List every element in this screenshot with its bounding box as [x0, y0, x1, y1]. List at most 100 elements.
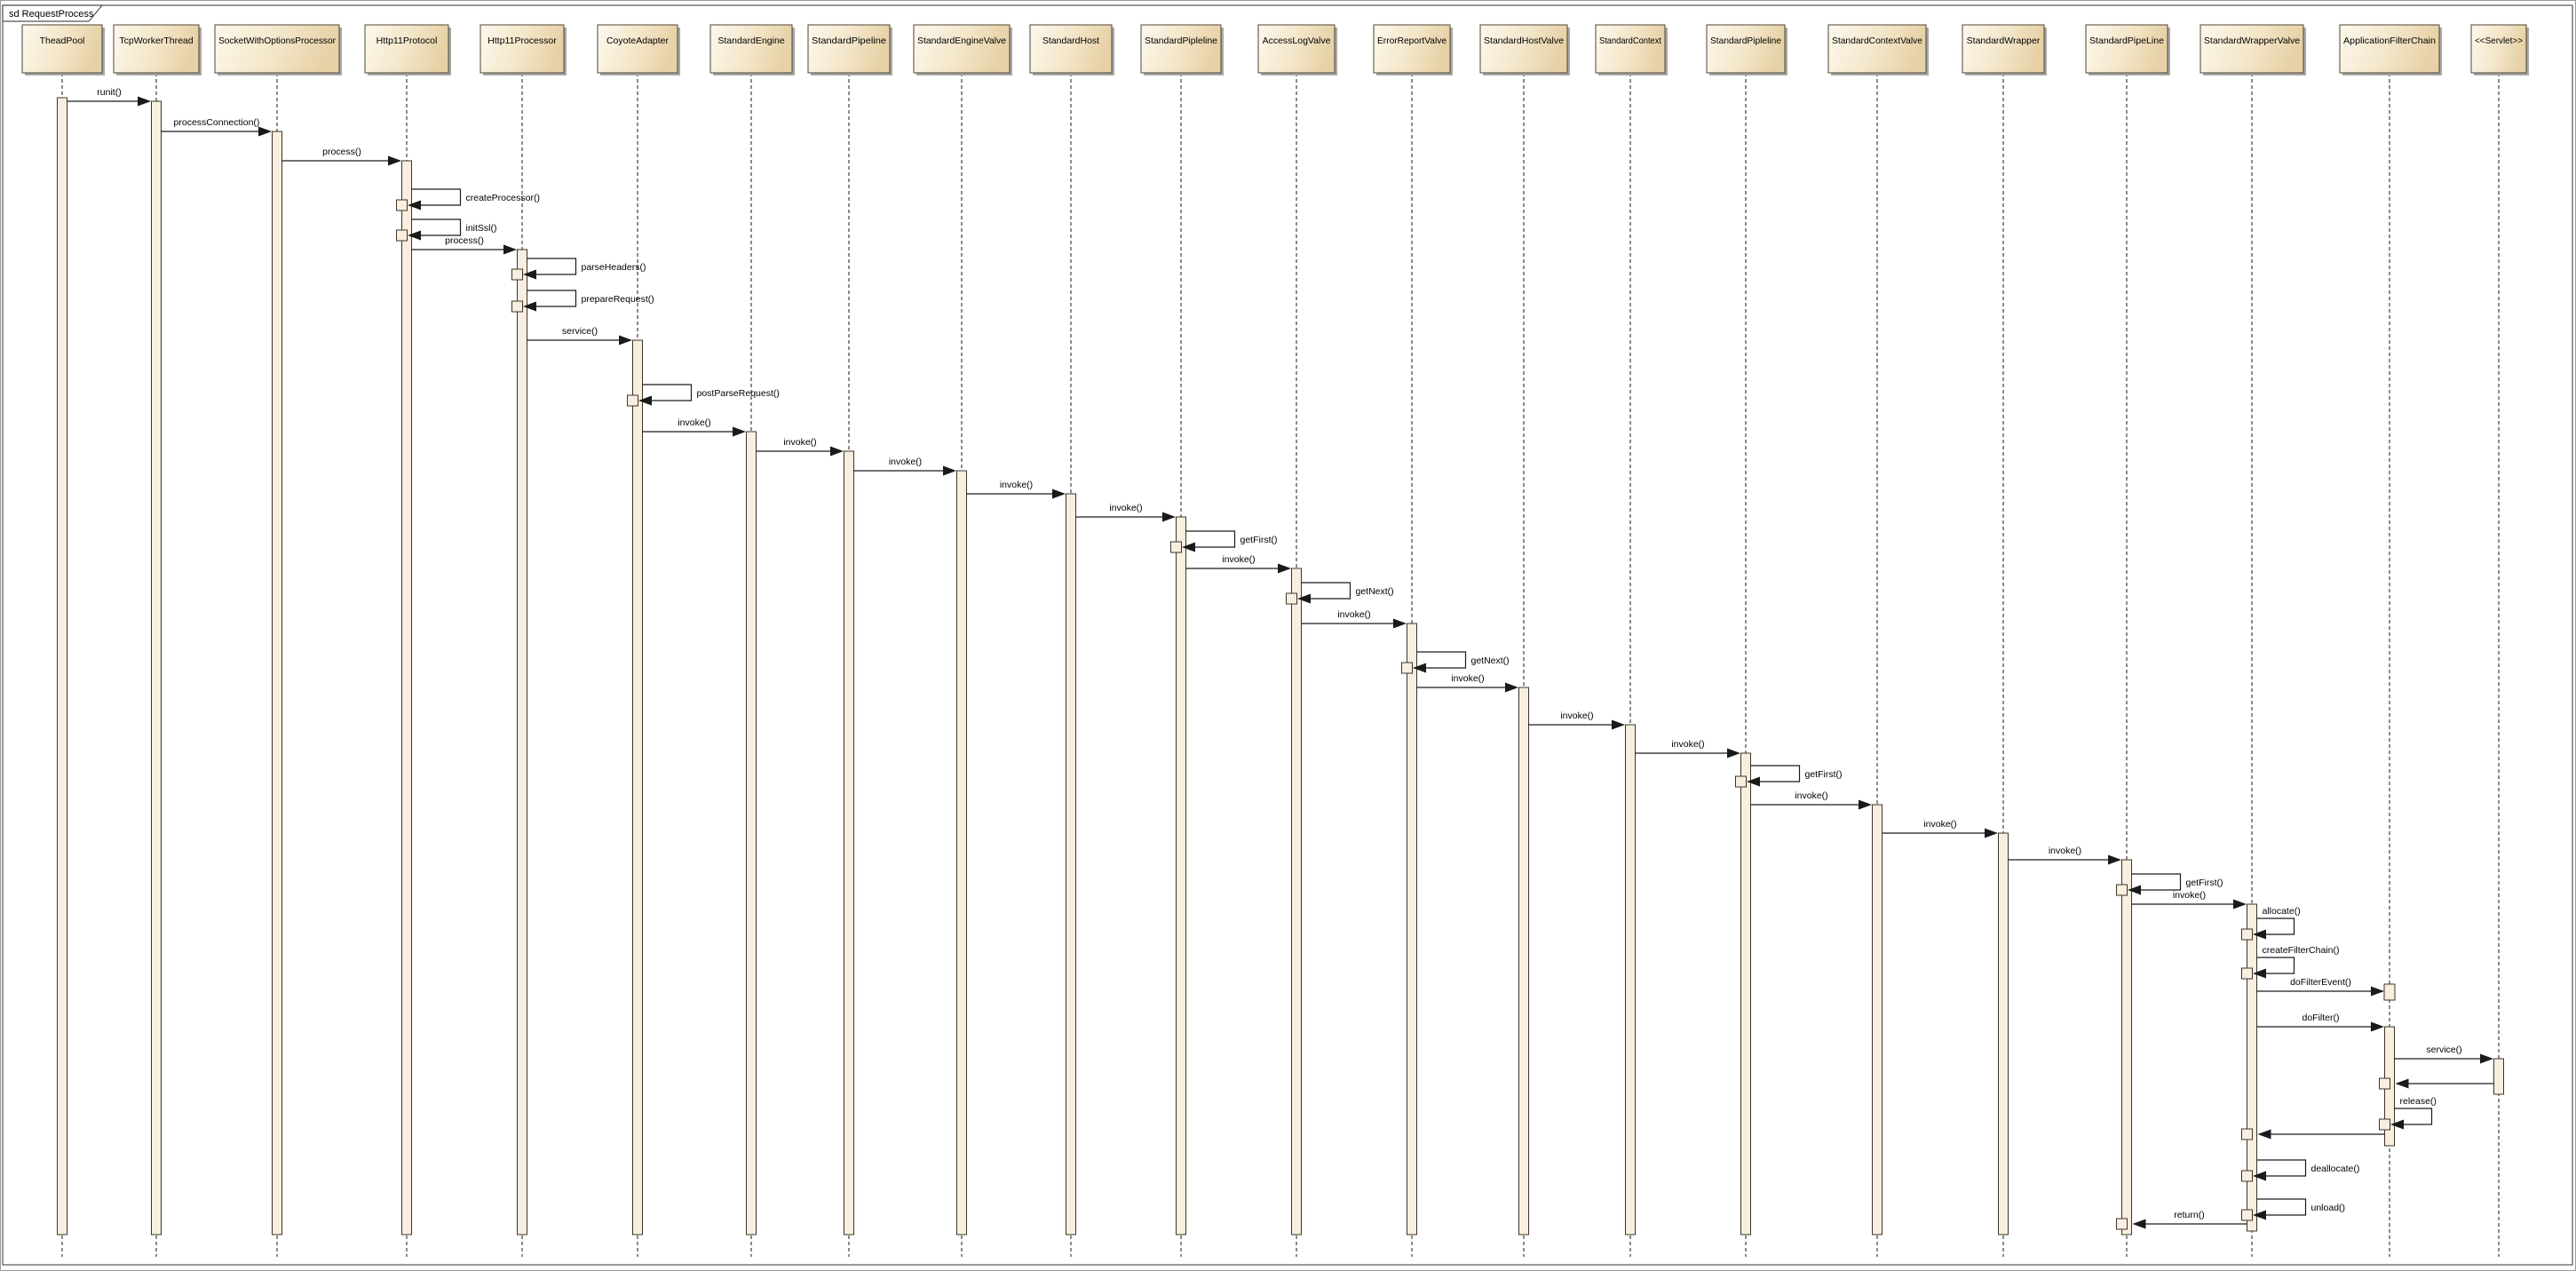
lifeline-head-box[interactable] [2200, 24, 2304, 74]
lifeline-head-box[interactable] [597, 24, 678, 74]
lifeline-head-box[interactable] [113, 24, 200, 74]
message-dofilter-32[interactable]: doFilter() [2256, 1013, 2385, 1032]
self-message-loop[interactable] [2256, 1198, 2307, 1216]
message-dofilterevent-31[interactable]: doFilterEvent() [2256, 977, 2385, 997]
message-invoke-18[interactable]: invoke() [1301, 609, 1407, 629]
activation-accesslogvalve[interactable] [1291, 568, 1302, 1235]
message-return-36[interactable] [2257, 1129, 2385, 1140]
lifeline-head-box[interactable] [2470, 24, 2527, 74]
message-service-8[interactable]: service() [527, 326, 633, 346]
message-process-2[interactable]: process() [281, 147, 402, 166]
activation-socketwithoptionsprocessor[interactable] [272, 131, 282, 1235]
self-message-loop[interactable] [2394, 1108, 2433, 1125]
message-invoke-20[interactable]: invoke() [1416, 673, 1519, 693]
activation-servlet[interactable] [2493, 1058, 2504, 1095]
message-return-39[interactable]: return() [2132, 1210, 2247, 1229]
message-invoke-25[interactable]: invoke() [1882, 819, 1999, 838]
lifeline-head-box[interactable] [2085, 24, 2168, 74]
self-message-loop[interactable] [411, 188, 462, 206]
lifeline-standardcontext-14[interactable]: StandardContext [1595, 24, 1668, 1257]
message-postparserequest-9[interactable]: postParseRequest() [638, 384, 780, 406]
activation-standardenginevalve[interactable] [956, 470, 967, 1235]
lifeline-standardcontextvalve-16[interactable]: StandardContextValve [1827, 24, 1929, 1257]
lifeline-http11processor-4[interactable]: Http11Processor [480, 24, 567, 1257]
self-receipt-box[interactable] [2241, 967, 2253, 980]
self-receipt-box[interactable] [511, 300, 523, 313]
activation-standardcontext[interactable] [1625, 724, 1636, 1235]
message-invoke-22[interactable]: invoke() [1635, 739, 1741, 759]
message-preparerequest-7[interactable]: prepareRequest() [523, 290, 654, 312]
self-receipt-box[interactable] [627, 394, 638, 407]
self-receipt-box[interactable] [1735, 775, 1747, 788]
message-service-33[interactable]: service() [2394, 1045, 2494, 1064]
self-message-loop[interactable] [1750, 765, 1801, 782]
self-message-loop[interactable] [527, 258, 577, 275]
lifeline-head-box[interactable] [1373, 24, 1451, 74]
lifeline-head-box[interactable] [21, 24, 103, 74]
self-message-loop[interactable] [2131, 873, 2182, 891]
lifeline-head-box[interactable] [913, 24, 1011, 74]
self-message-loop[interactable] [411, 218, 462, 236]
lifeline-head-box[interactable] [1962, 24, 2045, 74]
message-invoke-12[interactable]: invoke() [853, 457, 957, 476]
activation-coyoteadapter[interactable] [632, 339, 643, 1235]
lifeline-head-box[interactable] [480, 24, 565, 74]
message-processconnection-1[interactable]: processConnection() [161, 117, 273, 137]
return-receipt-box[interactable] [2379, 1077, 2390, 1090]
activation-standardwrapper[interactable] [1998, 832, 2009, 1235]
message-invoke-26[interactable]: invoke() [2008, 846, 2122, 865]
lifeline-head-box[interactable] [1595, 24, 1666, 74]
lifeline-head-box[interactable] [1827, 24, 1927, 74]
self-message-loop[interactable] [2256, 918, 2295, 935]
message-getnext-17[interactable]: getNext() [1297, 582, 1394, 604]
self-receipt-box[interactable] [1286, 592, 1297, 605]
message-unload-38[interactable]: unload() [2253, 1198, 2345, 1220]
self-message-loop[interactable] [2256, 1159, 2307, 1177]
lifeline-standardhostvalve-13[interactable]: StandardHostValve [1479, 24, 1570, 1257]
lifeline-standardwrappervalve-19[interactable]: StandardWrapperValve [2200, 24, 2306, 1257]
self-receipt-box[interactable] [511, 268, 523, 281]
self-receipt-box[interactable] [2379, 1118, 2390, 1131]
lifeline-head-box[interactable] [1479, 24, 1568, 74]
activation-http11processor[interactable] [517, 249, 527, 1235]
activation-standardhostvalve[interactable] [1518, 687, 1529, 1235]
activation-standardpipleline[interactable] [1740, 752, 1751, 1235]
message-getfirst-27[interactable]: getFirst() [2128, 873, 2223, 895]
return-receipt-box[interactable] [2241, 1128, 2253, 1140]
activation-standardwrappervalve[interactable] [2247, 903, 2257, 1232]
message-deallocate-37[interactable]: deallocate() [2253, 1159, 2359, 1181]
self-message-loop[interactable] [1416, 651, 1467, 669]
message-invoke-14[interactable]: invoke() [1075, 503, 1177, 522]
message-getfirst-23[interactable]: getFirst() [1747, 765, 1843, 787]
lifeline-head-box[interactable] [214, 24, 340, 74]
message-return-34[interactable] [2395, 1078, 2494, 1089]
self-receipt-box[interactable] [1401, 662, 1413, 674]
message-createfilterchain-30[interactable]: createFilterChain() [2253, 945, 2339, 979]
lifeline-head-box[interactable] [1706, 24, 1786, 74]
activation-standardpipleline[interactable] [1176, 516, 1186, 1235]
self-receipt-box[interactable] [1170, 541, 1182, 553]
activation-standardengine[interactable] [746, 431, 757, 1235]
activation-short-applicationfilterchain[interactable] [2383, 983, 2396, 1001]
message-invoke-21[interactable]: invoke() [1528, 711, 1626, 730]
lifeline-head-box[interactable] [1257, 24, 1336, 74]
self-receipt-box[interactable] [2241, 1170, 2253, 1182]
self-message-loop[interactable] [2256, 957, 2295, 974]
lifeline-head-box[interactable] [2339, 24, 2440, 74]
message-parseheaders-6[interactable]: parseHeaders() [523, 258, 646, 280]
lifeline-standardpipleline-15[interactable]: StandardPipleline [1706, 24, 1787, 1257]
activation-errorreportvalve[interactable] [1407, 623, 1417, 1235]
self-receipt-box[interactable] [2116, 884, 2128, 896]
message-invoke-13[interactable]: invoke() [966, 480, 1066, 499]
message-invoke-28[interactable]: invoke() [2131, 890, 2247, 910]
lifeline-head-box[interactable] [709, 24, 793, 74]
message-createprocessor-3[interactable]: createProcessor() [408, 188, 540, 211]
message-invoke-24[interactable]: invoke() [1750, 790, 1873, 810]
lifeline-servlet-21[interactable]: <<Servlet>> [2470, 24, 2529, 1257]
lifeline-head-box[interactable] [1140, 24, 1222, 74]
self-message-loop[interactable] [1185, 530, 1236, 548]
message-initssl-4[interactable]: initSsl() [408, 218, 497, 241]
activation-standardpipeline[interactable] [844, 450, 854, 1235]
activation-standardhost[interactable] [1066, 493, 1076, 1235]
message-runit-0[interactable]: runit() [67, 87, 152, 107]
